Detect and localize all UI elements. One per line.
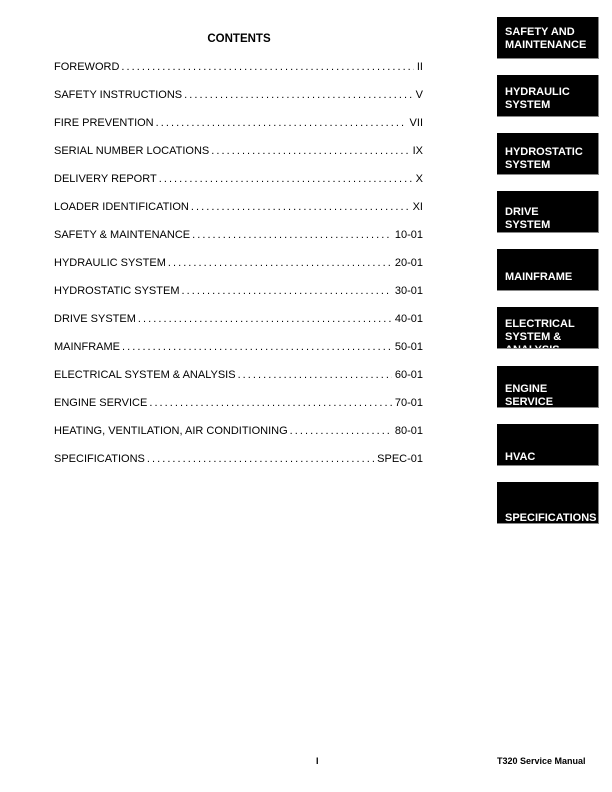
dot-leader	[122, 341, 392, 353]
toc-entry[interactable]: SERIAL NUMBER LOCATIONS IX	[54, 145, 423, 173]
toc-page: XI	[412, 201, 423, 213]
section-tab-engine[interactable]: ENGINE SERVICE	[497, 366, 599, 408]
section-tab-hvac[interactable]: HVAC	[497, 424, 599, 466]
toc-page: IX	[412, 145, 423, 157]
dot-leader	[159, 173, 413, 185]
dot-leader	[182, 285, 392, 297]
dot-leader	[290, 425, 392, 437]
section-tab-hydrostatic[interactable]: HYDROSTATIC SYSTEM	[497, 133, 599, 175]
toc-page: II	[416, 61, 423, 73]
toc-page: 30-01	[394, 285, 423, 297]
toc-page: 10-01	[394, 229, 423, 241]
toc-label: SAFETY & MAINTENANCE	[54, 229, 191, 241]
toc-label: FIRE PREVENTION	[54, 117, 154, 129]
manual-title: T320 Service Manual	[497, 756, 586, 766]
dot-leader	[156, 117, 407, 129]
toc-label: DRIVE SYSTEM	[54, 313, 136, 325]
toc-page: 60-01	[394, 369, 423, 381]
toc-label: HYDRAULIC SYSTEM	[54, 257, 166, 269]
page-number: I	[316, 756, 319, 766]
toc-label: HYDROSTATIC SYSTEM	[54, 285, 180, 297]
table-of-contents: FOREWORD II SAFETY INSTRUCTIONS V FIRE PRE…	[54, 61, 423, 481]
dot-leader	[149, 397, 392, 409]
toc-entry[interactable]: ELECTRICAL SYSTEM & ANALYSIS 60-01	[54, 369, 423, 397]
dot-leader	[192, 229, 392, 241]
section-tab-hydraulic[interactable]: HYDRAULIC SYSTEM	[497, 75, 599, 117]
section-tab-drive[interactable]: DRIVE SYSTEM	[497, 191, 599, 233]
toc-label: HEATING, VENTILATION, AIR CONDITIONING	[54, 425, 288, 437]
toc-entry[interactable]: MAINFRAME 50-01	[54, 341, 423, 369]
toc-entry[interactable]: DELIVERY REPORT X	[54, 173, 423, 201]
toc-label: LOADER IDENTIFICATION	[54, 201, 189, 213]
dot-leader	[211, 145, 409, 157]
section-tab-electrical[interactable]: ELECTRICAL SYSTEM & ANALYSIS	[497, 307, 599, 349]
toc-label: MAINFRAME	[54, 341, 120, 353]
page-title: CONTENTS	[207, 33, 271, 45]
toc-label: SAFETY INSTRUCTIONS	[54, 89, 183, 101]
toc-entry[interactable]: HYDRAULIC SYSTEM 20-01	[54, 257, 423, 285]
section-tab-mainframe[interactable]: MAINFRAME	[497, 249, 599, 291]
dot-leader	[191, 201, 410, 213]
toc-label: ELECTRICAL SYSTEM & ANALYSIS	[54, 369, 236, 381]
dot-leader	[168, 257, 392, 269]
toc-label: SERIAL NUMBER LOCATIONS	[54, 145, 210, 157]
section-tab-safety-maintenance[interactable]: SAFETY AND MAINTENANCE	[497, 17, 599, 59]
toc-entry[interactable]: HYDROSTATIC SYSTEM 30-01	[54, 285, 423, 313]
section-tab-specifications[interactable]: SPECIFICATIONS	[497, 482, 599, 524]
toc-entry[interactable]: ENGINE SERVICE 70-01	[54, 397, 423, 425]
toc-entry[interactable]: LOADER IDENTIFICATION XI	[54, 201, 423, 229]
toc-page: 70-01	[394, 397, 423, 409]
toc-entry[interactable]: SAFETY & MAINTENANCE 10-01	[54, 229, 423, 257]
dot-leader	[184, 89, 413, 101]
toc-label: DELIVERY REPORT	[54, 173, 157, 185]
toc-entry[interactable]: FOREWORD II	[54, 61, 423, 89]
toc-label: FOREWORD	[54, 61, 120, 73]
toc-entry[interactable]: HEATING, VENTILATION, AIR CONDITIONING 80…	[54, 425, 423, 453]
toc-page: V	[415, 89, 423, 101]
toc-page: 50-01	[394, 341, 423, 353]
toc-label: SPECIFICATIONS	[54, 453, 145, 465]
toc-page: 20-01	[394, 257, 423, 269]
dot-leader	[121, 61, 413, 73]
toc-page: 40-01	[394, 313, 423, 325]
toc-entry[interactable]: DRIVE SYSTEM 40-01	[54, 313, 423, 341]
toc-entry[interactable]: FIRE PREVENTION VII	[54, 117, 423, 145]
dot-leader	[147, 453, 374, 465]
toc-page: SPEC-01	[377, 453, 423, 465]
toc-page: X	[415, 173, 423, 185]
toc-page: VII	[409, 117, 423, 129]
dot-leader	[238, 369, 392, 381]
toc-entry[interactable]: SPECIFICATIONS SPEC-01	[54, 453, 423, 481]
toc-label: ENGINE SERVICE	[54, 397, 148, 409]
toc-entry[interactable]: SAFETY INSTRUCTIONS V	[54, 89, 423, 117]
dot-leader	[138, 313, 392, 325]
toc-page: 80-01	[394, 425, 423, 437]
